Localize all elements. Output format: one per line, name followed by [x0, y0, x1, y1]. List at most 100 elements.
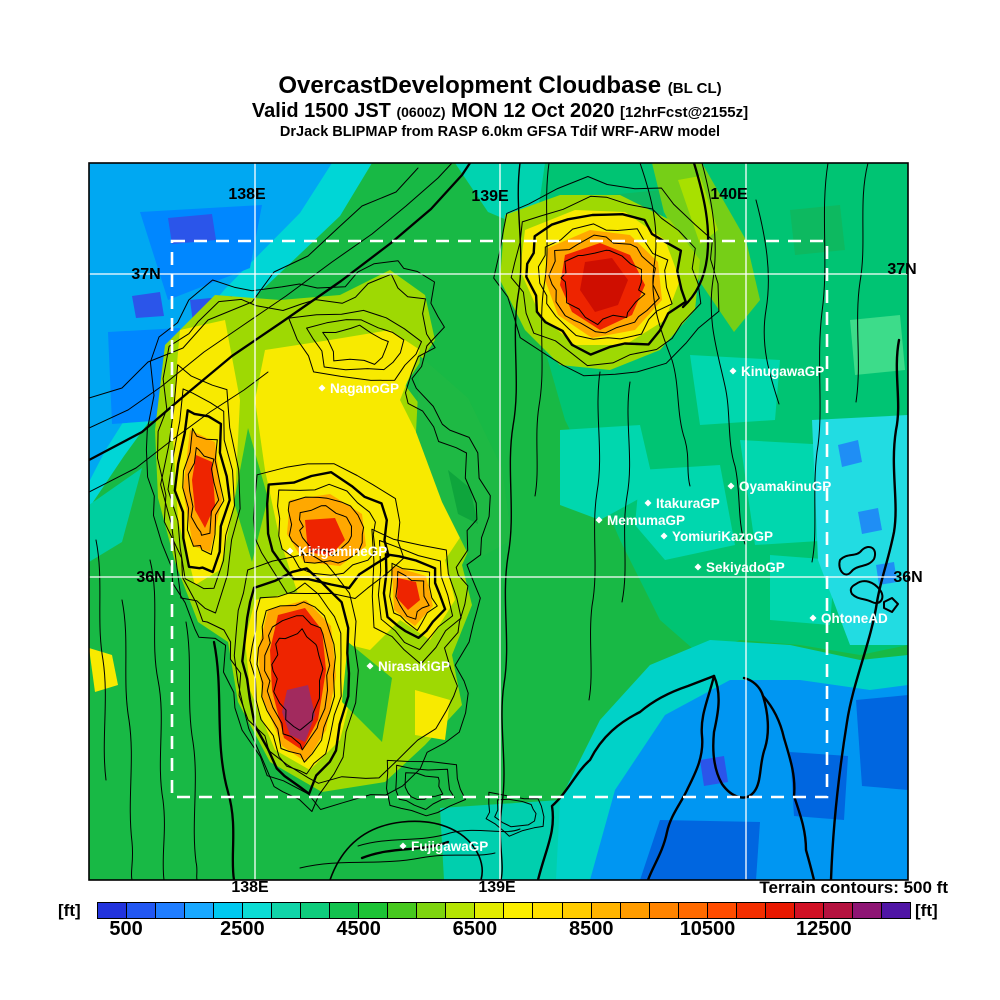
- scale-segment: [736, 903, 765, 918]
- page-title: OvercastDevelopment Cloudbase (BL CL): [0, 72, 1000, 100]
- contour-ring: [299, 505, 352, 557]
- contour-ring: [389, 562, 438, 631]
- station-marker: [366, 662, 374, 670]
- contour-ring: [494, 798, 537, 828]
- scale-unit-right: [ft]: [915, 901, 938, 920]
- contour-ring: [249, 582, 342, 775]
- station-marker: [809, 614, 817, 622]
- scale-segment: [591, 903, 620, 918]
- station-label: OyamakinuGP: [739, 479, 831, 494]
- valid-utc: (0600Z): [396, 104, 446, 120]
- contour-ring: [266, 471, 390, 590]
- contour-ring: [322, 324, 389, 365]
- contour-ring: [537, 223, 673, 340]
- contour-ring: [241, 567, 351, 795]
- scale-segment: [620, 903, 649, 918]
- contour-ring: [371, 528, 462, 665]
- station-label: FujigawaGP: [411, 839, 488, 854]
- terrain-contour-rings: [145, 176, 720, 837]
- grid-label-139e-bottom: 139E: [478, 879, 516, 896]
- model-info: DrJack BLIPMAP from RASP 6.0km GFSA Tdif…: [279, 124, 721, 140]
- grid-label-37n-left: 37N: [131, 266, 160, 283]
- grid-label-138e-top: 138E: [228, 186, 266, 203]
- station-label: YomiuriKazoGP: [672, 529, 773, 544]
- contour-ring: [167, 388, 235, 590]
- scale-tick: 4500: [336, 918, 381, 940]
- station-label: ItakuraGP: [656, 496, 720, 511]
- scale-tick: 500: [109, 918, 143, 940]
- contour-ring: [173, 409, 231, 574]
- station-marker: [644, 499, 652, 507]
- scale-segment: [794, 903, 823, 918]
- scale-segment: [127, 903, 156, 918]
- contour-ring: [395, 571, 430, 620]
- contour-ring: [386, 759, 466, 817]
- scale-segment: [504, 903, 533, 918]
- contour-ring: [377, 540, 454, 651]
- contour-ring: [182, 428, 225, 555]
- station-marker: [660, 532, 668, 540]
- station-label: MemumaGP: [607, 513, 685, 528]
- scale-segment: [301, 903, 330, 918]
- contour-ring: [264, 615, 331, 751]
- contour-ring: [306, 319, 405, 371]
- station-label: KinugawaGP: [741, 364, 824, 379]
- scale-segment: [533, 903, 562, 918]
- station-marker: [595, 516, 603, 524]
- forecast-note: [12hrFcst@2155z]: [620, 104, 749, 121]
- grid-label-37n-right: 37N: [887, 261, 916, 278]
- scale-segment: [881, 903, 910, 918]
- scale-segment: [417, 903, 446, 918]
- scale-segment: [388, 903, 417, 918]
- terrain-contours: [89, 163, 901, 880]
- station-marker: [318, 384, 326, 392]
- scale-segment: [98, 903, 127, 918]
- contour-ring: [256, 601, 336, 763]
- scale-segment: [243, 903, 272, 918]
- station-marker: [399, 842, 407, 850]
- scale-segment: [852, 903, 881, 918]
- station-marker: [694, 563, 702, 571]
- scale-segment: [823, 903, 852, 918]
- scale-segment: [678, 903, 707, 918]
- station-label: NirasakiGP: [378, 659, 450, 674]
- contour-ring: [233, 552, 359, 812]
- scale-segment: [649, 903, 678, 918]
- valid-date: MON 12 Oct 2020: [451, 100, 615, 122]
- station-label: SekiyadoGP: [706, 560, 785, 575]
- valid-time: Valid 1500 JST: [251, 100, 391, 122]
- scale-tick: 6500: [452, 918, 498, 940]
- scale-segment: [765, 903, 794, 918]
- contour-ring: [395, 764, 455, 810]
- scale-unit-left: [ft]: [58, 901, 81, 920]
- grid-label-138e-bottom: 138E: [231, 879, 269, 896]
- scale-segment: [359, 903, 388, 918]
- scale-tick: 8500: [568, 918, 614, 940]
- grid-labels-inner: 138E 139E 140E 37N 36N: [131, 186, 748, 586]
- contour-ring: [157, 273, 478, 784]
- scale-segment: [330, 903, 359, 918]
- map-fill-layers: NaganoGP KinugawaGP OyamakinuGP ItakuraGP Me…: [89, 163, 908, 880]
- contour-ring: [288, 309, 422, 381]
- grid-labels-outer: 138E 139E 37N 36N: [231, 261, 922, 896]
- grid-label-36n-left: 36N: [136, 569, 165, 586]
- grid-label-139e-top: 139E: [471, 188, 509, 205]
- station-layer: NaganoGP KinugawaGP OyamakinuGP ItakuraGP Me…: [286, 364, 888, 854]
- scale-segment: [272, 903, 301, 918]
- color-scale-bar: [97, 902, 911, 919]
- contour-ring: [485, 791, 545, 837]
- station-marker: [286, 547, 294, 555]
- title-main: OvercastDevelopment Cloudbase: [278, 72, 662, 99]
- graticule: [89, 163, 908, 880]
- contour-ring: [253, 463, 405, 599]
- terrain-note: Terrain contours: 500 ft: [759, 878, 948, 897]
- contour-ring: [160, 364, 241, 614]
- station-marker: [729, 367, 737, 375]
- contour-ring: [493, 176, 720, 377]
- contour-ring: [145, 260, 491, 810]
- inner-domain-box: [170, 239, 829, 799]
- station-label: NaganoGP: [330, 381, 399, 396]
- contour-ring: [510, 195, 702, 367]
- contour-ring: [277, 483, 376, 576]
- scale-segment: [446, 903, 475, 918]
